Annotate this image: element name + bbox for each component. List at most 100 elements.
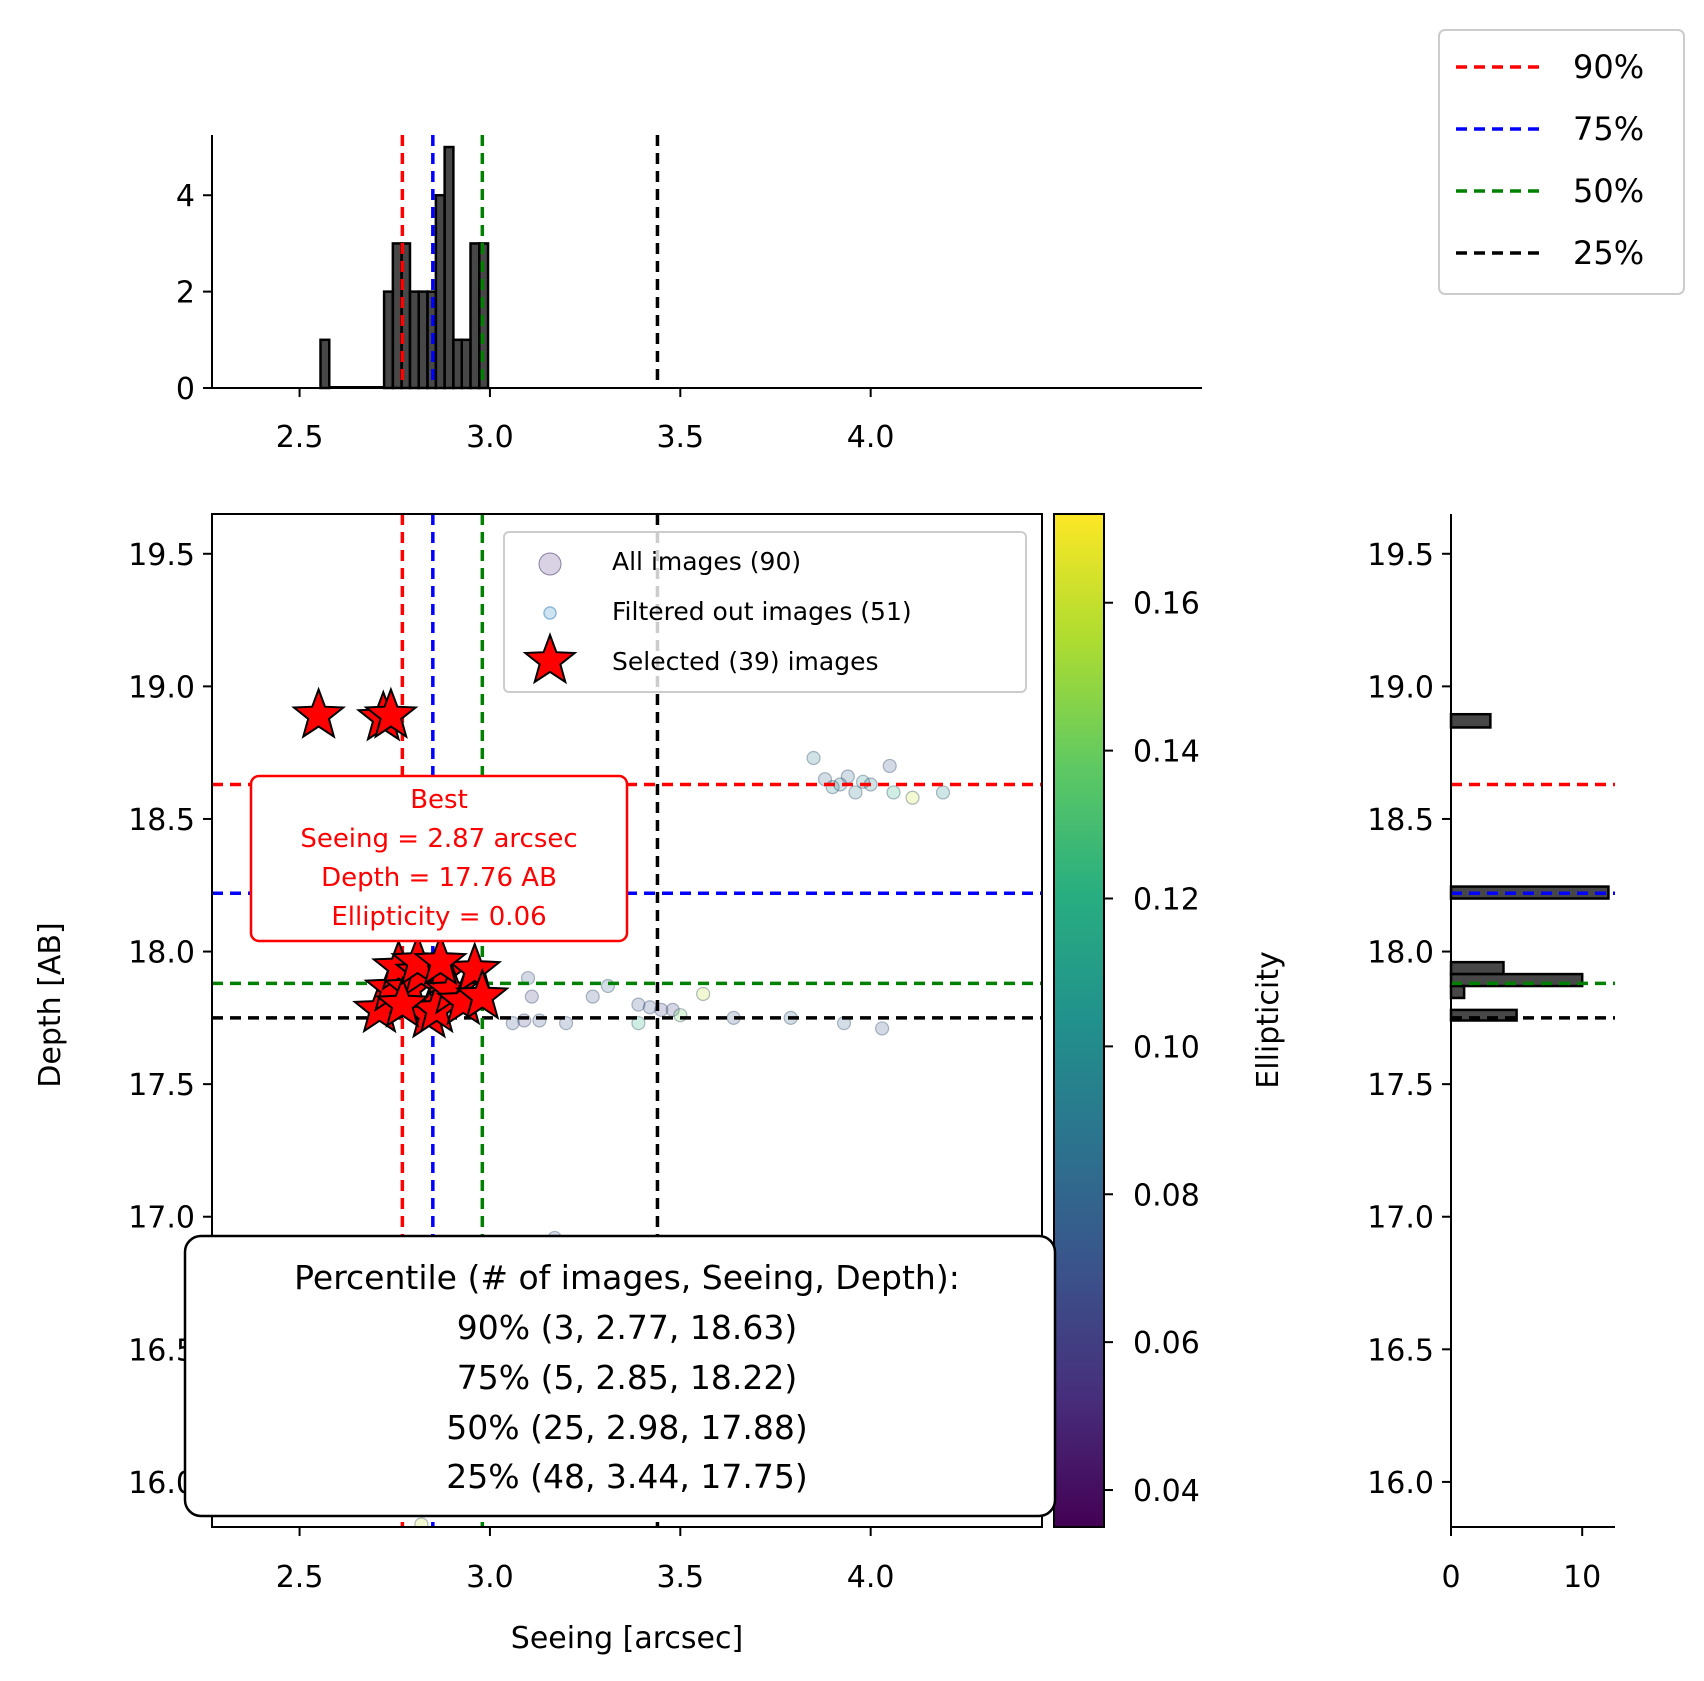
scatter-x-tick-label: 4.0 — [847, 1560, 895, 1595]
filtered-image-point — [414, 1517, 429, 1527]
depth-vs-seeing-scatter: 2.5 3.0 3.5 4.016.016.517.017.518.018.519.0… — [33, 513, 1043, 1656]
colorbar-tick-label: 0.06 — [1133, 1326, 1200, 1361]
top-hist-bar — [452, 338, 464, 390]
filtered-image-point — [505, 1016, 520, 1031]
selected-image-star — [374, 975, 430, 1028]
colorbar-tick-label: 0.16 — [1133, 587, 1200, 622]
filtered-image-point — [905, 790, 920, 805]
top-hist-y-tick-label: 0 — [176, 372, 195, 407]
seeing-histogram: 2.5 3.0 3.5 4.0 0 2 4 — [176, 135, 1202, 455]
filtered-image-point — [874, 1021, 890, 1036]
percentile-summary: Percentile (# of images, Seeing, Depth):… — [183, 1234, 1057, 1518]
legend-all-images: All images (90) — [612, 547, 801, 576]
percentile-75: 75% (5, 2.85, 18.22) — [457, 1358, 798, 1397]
best-title: Best — [410, 785, 468, 815]
top-hist-bar — [417, 290, 429, 390]
filtered-image-point — [532, 1013, 547, 1028]
ellipticity-colorbar: 0.04 0.06 0.08 0.10 0.12 0.14 0.16 Ellipticity — [1053, 513, 1286, 1528]
colorbar-gradient — [1053, 513, 1105, 1528]
depth-hist-x-tick-label: 0 — [1441, 1560, 1460, 1595]
filtered-image-point — [840, 769, 855, 784]
selected-image-star — [454, 967, 510, 1021]
colorbar-tick-label: 0.04 — [1133, 1474, 1200, 1509]
filtered-image-point — [696, 986, 711, 1002]
top-hist-x-tick-label: 2.5 — [276, 420, 324, 455]
top-hist-x-tick-label: 3.5 — [656, 420, 704, 455]
filtered-image-point — [524, 989, 539, 1004]
depth-hist-y-tick-label: 16.0 — [1367, 1466, 1434, 1501]
selected-star-marker — [522, 632, 578, 685]
best-ellipticity: Ellipticity = 0.06 — [331, 902, 546, 932]
depth-hist-y-tick-label: 18.0 — [1367, 936, 1434, 971]
scatter-x-tick-label: 3.0 — [466, 1560, 514, 1595]
legend-filtered-images: Filtered out images (51) — [612, 597, 912, 626]
depth-hist-y-tick-label: 19.0 — [1367, 670, 1434, 705]
top-hist-y-tick-label: 4 — [176, 179, 195, 214]
top-hist-bar — [319, 338, 331, 390]
depth-hist-bar — [1449, 984, 1466, 1000]
best-annotation: Best Seeing = 2.87 arcsec Depth = 17.76 … — [249, 774, 629, 943]
percentile-legend-box — [1438, 29, 1685, 295]
scatter-y-tick-label: 18.0 — [128, 936, 195, 971]
top-hist-bar — [391, 242, 403, 390]
filtered-image-point — [882, 758, 897, 774]
y-axis-label: Depth [AB] — [33, 922, 68, 1087]
scatter-y-tick-label: 17.0 — [128, 1201, 195, 1236]
filtered-image-point — [585, 989, 600, 1004]
colorbar-tick-label: 0.14 — [1133, 735, 1200, 770]
percentile-legend-label: 75% — [1573, 110, 1644, 148]
best-seeing: Seeing = 2.87 arcsec — [300, 824, 577, 854]
best-depth: Depth = 17.76 AB — [321, 863, 557, 893]
filtered-image-point — [886, 785, 901, 800]
all-images-marker — [538, 552, 562, 576]
x-axis-label: Seeing [arcsec] — [511, 1621, 743, 1656]
scatter-legend-box — [503, 531, 1027, 693]
filtered-images-marker — [543, 606, 557, 620]
scatter-x-tick-label: 3.5 — [656, 1560, 704, 1595]
colorbar-label: Ellipticity — [1251, 951, 1286, 1088]
selected-image-star — [363, 686, 419, 739]
top-hist-y-tick-label: 2 — [176, 276, 195, 311]
top-hist-bar — [434, 193, 446, 390]
top-hist-x-tick-label: 4.0 — [847, 420, 895, 455]
depth-hist-bar — [1449, 960, 1505, 976]
percentile-legend-label: 50% — [1573, 172, 1644, 210]
scatter-legend: All images (90) Filtered out images (51)… — [503, 531, 1027, 693]
percentile-header: Percentile (# of images, Seeing, Depth): — [294, 1258, 960, 1297]
filtered-image-point — [517, 1013, 532, 1028]
percentile-50: 50% (25, 2.98, 17.88) — [446, 1408, 808, 1447]
depth-hist-x-tick-label: 10 — [1563, 1560, 1601, 1595]
filtered-image-point — [558, 1016, 574, 1031]
filtered-image-point — [600, 978, 616, 994]
depth-hist-y-tick-label: 19.5 — [1367, 538, 1434, 573]
top-hist-x-tick-label: 3.0 — [466, 420, 514, 455]
percentile-box — [183, 1234, 1057, 1518]
top-hist-bar — [443, 145, 455, 390]
colorbar-tick-label: 0.10 — [1133, 1030, 1200, 1065]
percentile-25: 25% (48, 3.44, 17.75) — [446, 1457, 808, 1496]
colorbar-tick-label: 0.08 — [1133, 1178, 1200, 1213]
top-hist-bar — [469, 242, 481, 390]
scatter-y-tick-label: 17.5 — [128, 1068, 195, 1103]
percentile-legend-label: 25% — [1573, 234, 1644, 272]
scatter-frame — [211, 513, 1043, 1528]
selected-image-star — [291, 686, 347, 739]
scatter-y-tick-label: 18.5 — [128, 803, 195, 838]
filtered-image-point — [631, 1016, 646, 1031]
best-annotation-box — [249, 774, 629, 943]
top-hist-bar — [460, 338, 472, 390]
depth-hist-bar — [1449, 712, 1492, 729]
scatter-x-tick-label: 2.5 — [276, 1560, 324, 1595]
scatter-y-tick-label: 19.5 — [128, 538, 195, 573]
filtered-image-point — [631, 997, 646, 1012]
depth-hist-y-tick-label: 18.5 — [1367, 803, 1434, 838]
depth-histogram: 0 10 16.0 16.5 17.0 17.5 18.0 18.5 19.0 19.5 — [1367, 514, 1615, 1595]
top-hist-bar — [408, 290, 420, 390]
percentile-legend: 90% 75% 50% 25% — [1438, 29, 1685, 295]
depth-hist-y-tick-label: 16.5 — [1367, 1333, 1434, 1368]
filtered-image-point — [848, 785, 863, 800]
percentile-90: 90% (3, 2.77, 18.63) — [457, 1308, 798, 1347]
colorbar-tick-label: 0.12 — [1133, 882, 1200, 917]
depth-hist-y-tick-label: 17.0 — [1367, 1201, 1434, 1236]
